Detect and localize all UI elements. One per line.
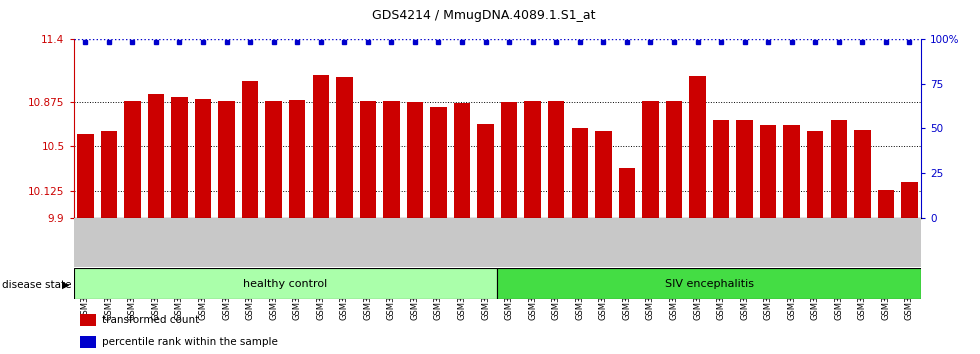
Bar (336, 77, 353, 218)
Bar (266, 101, 282, 218)
Bar (571, 129, 588, 218)
Bar (642, 101, 659, 218)
Bar (77, 134, 93, 218)
Bar (289, 100, 306, 218)
Bar (830, 120, 847, 218)
Text: GDS4214 / MmugDNA.4089.1.S1_at: GDS4214 / MmugDNA.4089.1.S1_at (372, 9, 596, 22)
Bar (430, 107, 447, 218)
Bar (595, 131, 612, 218)
Bar (548, 101, 564, 218)
Bar (360, 101, 376, 218)
Bar (80, 336, 95, 348)
Bar (760, 125, 776, 218)
Text: disease state: disease state (2, 280, 72, 290)
Bar (902, 182, 917, 218)
Bar (783, 125, 800, 218)
Bar (689, 76, 706, 218)
Bar (665, 101, 682, 218)
Bar (878, 190, 894, 218)
Bar (501, 102, 517, 218)
Bar (807, 131, 823, 218)
Bar (219, 101, 235, 218)
Bar (124, 101, 140, 218)
Bar (524, 101, 541, 218)
Bar (195, 98, 212, 218)
Bar (383, 101, 400, 218)
Bar (242, 81, 259, 218)
Text: ▶: ▶ (62, 280, 70, 290)
Bar (454, 103, 470, 218)
Bar (712, 120, 729, 218)
Bar (477, 124, 494, 218)
Text: SIV encephalitis: SIV encephalitis (664, 279, 754, 289)
Bar (101, 131, 117, 218)
Bar (80, 314, 95, 326)
Text: transformed count: transformed count (102, 315, 200, 325)
Bar (148, 94, 165, 218)
FancyBboxPatch shape (497, 268, 921, 299)
FancyBboxPatch shape (74, 268, 497, 299)
Bar (407, 102, 423, 218)
Text: percentile rank within the sample: percentile rank within the sample (102, 337, 278, 347)
Bar (172, 97, 188, 218)
Bar (313, 75, 329, 218)
Bar (618, 168, 635, 218)
Bar (855, 130, 870, 218)
Text: healthy control: healthy control (243, 279, 327, 289)
Bar (736, 120, 753, 218)
